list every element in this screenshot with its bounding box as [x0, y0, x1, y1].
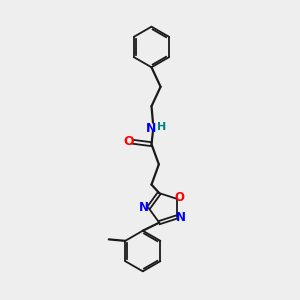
Text: H: H: [157, 122, 166, 132]
Text: N: N: [176, 211, 186, 224]
Text: O: O: [124, 135, 134, 148]
Text: N: N: [139, 201, 149, 214]
Text: N: N: [146, 122, 156, 135]
Text: O: O: [175, 191, 184, 204]
